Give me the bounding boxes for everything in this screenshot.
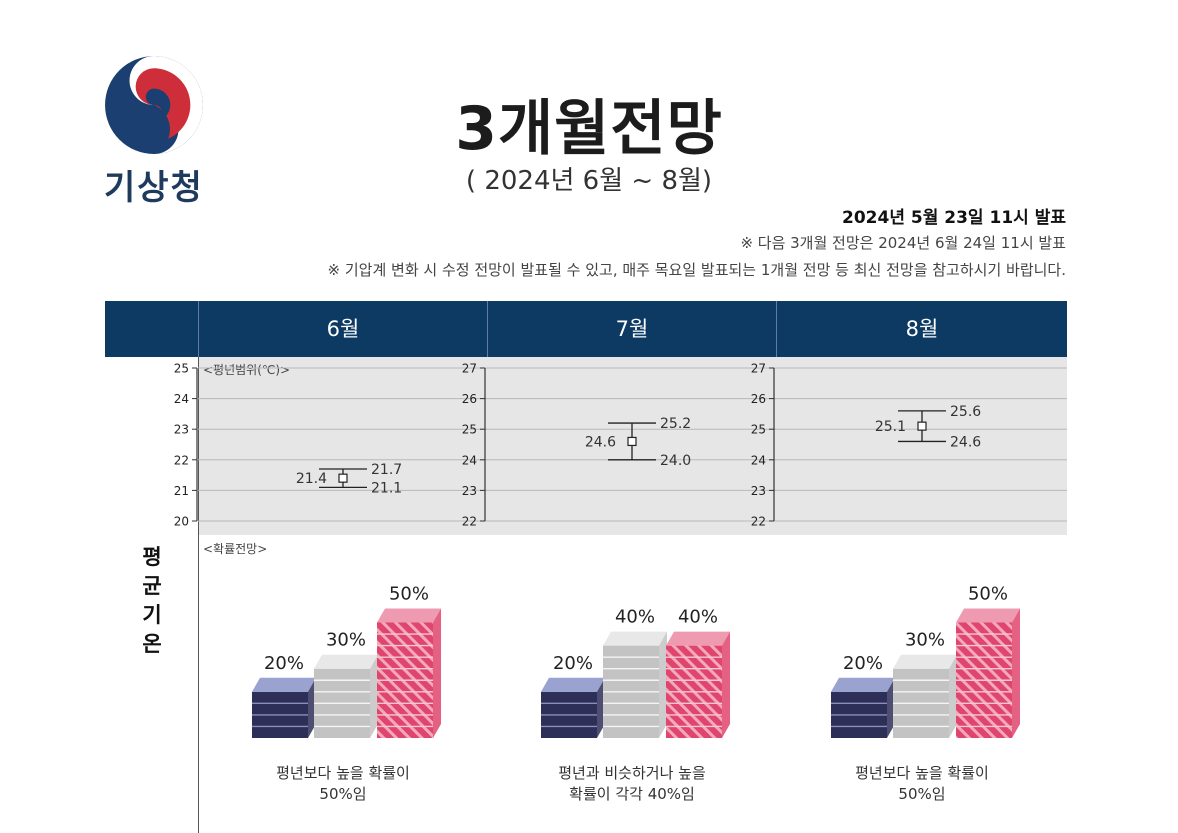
- prob-caption-jul: 평년과 비슷하거나 높을 확률이 각각 40%임: [502, 763, 762, 805]
- y-tick-label: 25: [751, 423, 766, 437]
- y-tick-label: 24: [751, 453, 766, 467]
- y-tick-label: 22: [174, 453, 189, 467]
- prob-caption-jun: 평년보다 높을 확률이 50%임: [213, 763, 473, 805]
- block-top-face: [252, 678, 316, 692]
- high-value-label: 25.2: [660, 416, 691, 432]
- block-top-face: [956, 609, 1020, 623]
- prob-value-label: 20%: [553, 653, 593, 674]
- prob-caption-line: 평년보다 높을 확률이: [792, 763, 1052, 784]
- y-tick-label: 20: [174, 515, 189, 529]
- y-tick-label: 26: [462, 392, 477, 406]
- prob-value-label: 40%: [615, 607, 655, 628]
- mean-marker: [918, 422, 926, 430]
- y-tick-label: 21: [174, 484, 189, 498]
- block-top-face: [377, 609, 441, 623]
- block-side-face: [370, 655, 378, 738]
- mean-value-label: 25.1: [875, 419, 906, 435]
- low-value-label: 21.1: [371, 480, 402, 496]
- prob-caption-line: 평년보다 높을 확률이: [213, 763, 473, 784]
- mean-marker: [628, 437, 636, 445]
- prob-value-label: 30%: [905, 630, 945, 651]
- y-tick-label: 26: [751, 392, 766, 406]
- block-top-face: [314, 655, 378, 669]
- mean-value-label: 24.6: [585, 434, 616, 450]
- y-tick-label: 27: [751, 362, 766, 376]
- y-tick-label: 23: [751, 484, 766, 498]
- prob-caption-line: 확률이 각각 40%임: [502, 784, 762, 805]
- y-tick-label: 22: [462, 515, 477, 529]
- block-side-face: [433, 609, 441, 739]
- y-tick-label: 25: [462, 423, 477, 437]
- block-side-face: [1012, 609, 1020, 739]
- block-top-face: [541, 678, 605, 692]
- prob-caption-line: 50%임: [213, 784, 473, 805]
- y-tick-label: 27: [462, 362, 477, 376]
- prob-value-label: 20%: [264, 653, 304, 674]
- prob-value-label: 50%: [968, 584, 1008, 605]
- y-tick-label: 22: [751, 515, 766, 529]
- prob-value-label: 30%: [326, 630, 366, 651]
- block-side-face: [949, 655, 957, 738]
- y-tick-label: 23: [462, 484, 477, 498]
- prob-caption-line: 평년과 비슷하거나 높을: [502, 763, 762, 784]
- y-tick-label: 24: [174, 392, 189, 406]
- prob-value-label: 40%: [678, 607, 718, 628]
- low-value-label: 24.0: [660, 453, 691, 469]
- y-tick-label: 25: [174, 362, 189, 376]
- high-value-label: 25.6: [950, 404, 981, 420]
- prob-caption-line: 50%임: [792, 784, 1052, 805]
- block-top-face: [831, 678, 895, 692]
- block-top-face: [603, 632, 667, 646]
- high-value-label: 21.7: [371, 462, 402, 478]
- low-value-label: 24.6: [950, 434, 981, 450]
- mean-value-label: 21.4: [296, 471, 327, 487]
- y-tick-label: 24: [462, 453, 477, 467]
- mean-marker: [339, 474, 347, 482]
- block-side-face: [659, 632, 667, 738]
- prob-value-label: 20%: [843, 653, 883, 674]
- block-top-face: [893, 655, 957, 669]
- block-side-face: [722, 632, 730, 738]
- prob-value-label: 50%: [389, 584, 429, 605]
- y-tick-label: 23: [174, 423, 189, 437]
- block-top-face: [666, 632, 730, 646]
- prob-caption-aug: 평년보다 높을 확률이 50%임: [792, 763, 1052, 805]
